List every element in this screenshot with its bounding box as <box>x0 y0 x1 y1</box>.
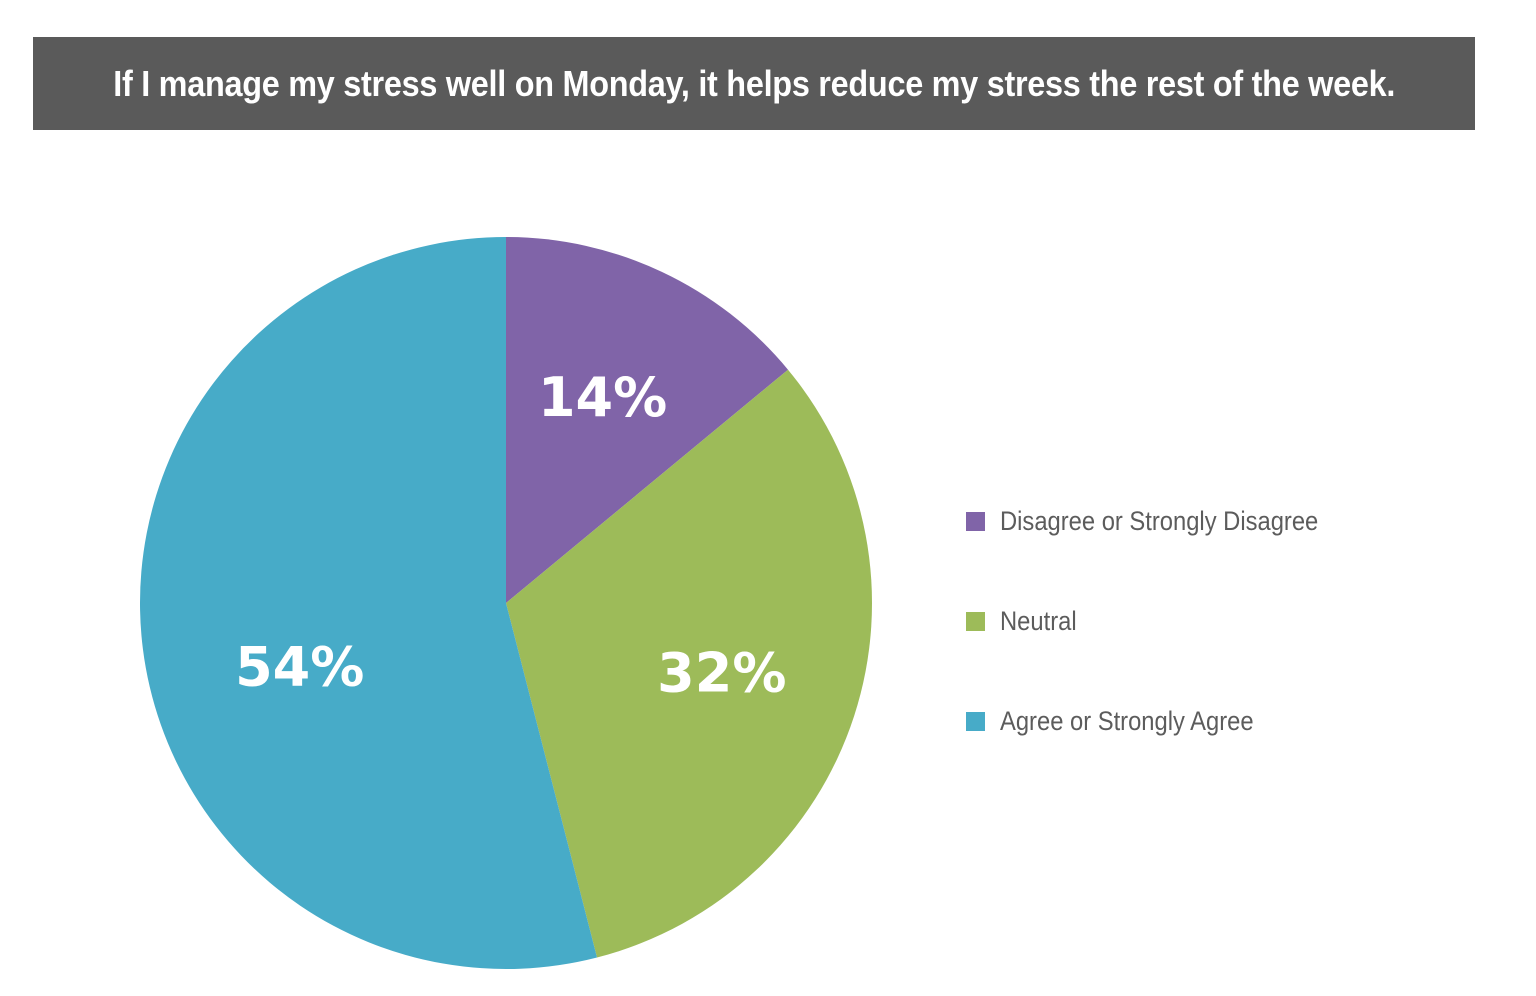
pie-slice-neutral <box>506 369 872 958</box>
pie-label-neutral: 32% <box>657 642 786 705</box>
pie-slice-disagree <box>506 237 789 603</box>
legend-swatch <box>966 511 985 531</box>
legend-label: Disagree or Strongly Disagree <box>1000 505 1319 536</box>
legend-swatch <box>966 711 985 731</box>
legend-item-agree: Agree or Strongly Agree <box>966 703 1362 739</box>
legend-item-neutral: Neutral <box>966 603 1362 639</box>
pie-slice-agree <box>139 237 598 970</box>
chart-title-bar: If I manage my stress well on Monday, it… <box>33 37 1475 130</box>
pie-label-agree: 54% <box>235 635 364 698</box>
legend-swatch <box>966 611 985 631</box>
legend-label: Agree or Strongly Agree <box>1000 705 1254 736</box>
chart-title: If I manage my stress well on Monday, it… <box>113 62 1395 104</box>
legend-label: Neutral <box>1000 605 1077 636</box>
legend-item-disagree: Disagree or Strongly Disagree <box>966 503 1362 539</box>
legend: Disagree or Strongly Disagree Neutral Agre… <box>966 503 1362 803</box>
pie-label-disagree: 14% <box>538 366 667 429</box>
